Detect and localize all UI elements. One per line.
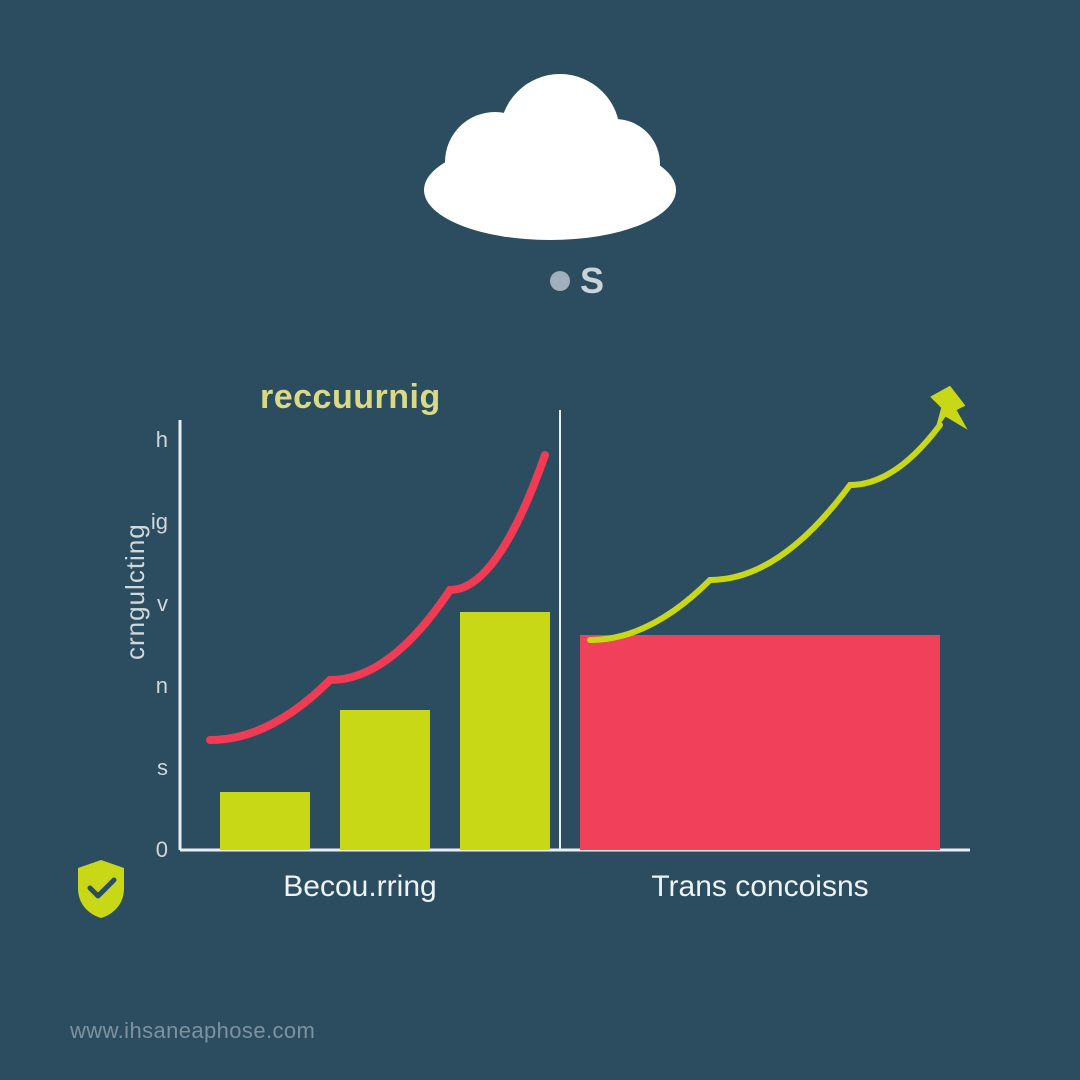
x-label-left: Becou.rring	[283, 870, 436, 903]
arrow-head-icon	[930, 386, 967, 432]
y-axis-label: crngulcting	[120, 523, 151, 660]
cloud-badge: S	[550, 260, 604, 302]
y-tick: n	[156, 673, 168, 698]
right-block	[580, 635, 940, 850]
y-tick: h	[156, 427, 168, 452]
x-label-right: Trans concoisns	[651, 870, 868, 903]
y-tick: ig	[151, 509, 168, 534]
bar	[460, 612, 550, 850]
bar	[340, 710, 430, 850]
cloud-icon	[400, 72, 680, 232]
y-tick: 0	[156, 837, 168, 862]
chart-area: 0 s n v ig h Becou.rring Trans concoisns	[150, 380, 980, 900]
bar	[220, 792, 310, 850]
y-tick: v	[157, 591, 168, 616]
shield-check-icon	[74, 858, 128, 920]
trend-line-right	[590, 425, 940, 640]
footer-url: www.ihsaneaphose.com	[70, 1018, 315, 1044]
badge-dot-icon	[550, 271, 570, 291]
badge-letter: S	[580, 260, 604, 302]
y-tick: s	[157, 755, 168, 780]
